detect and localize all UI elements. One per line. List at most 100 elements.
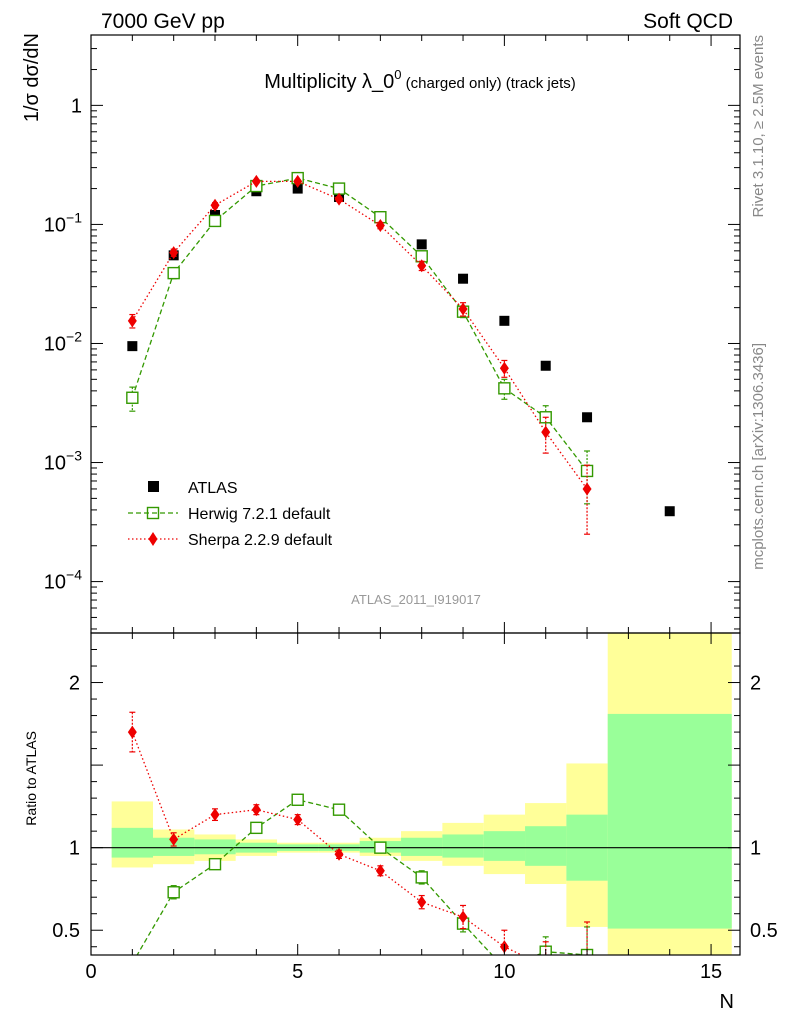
top-y-axis-title: 1/σ dσ/dN (21, 33, 43, 122)
tick-exponent: −2 (66, 328, 82, 344)
header-right-label: Soft QCD (643, 10, 733, 33)
sherpa-ratio-point (210, 808, 220, 822)
analysis-watermark: ATLAS_2011_I919017 (351, 592, 481, 607)
herwig-point (126, 391, 139, 404)
sherpa-point (293, 174, 303, 188)
x-axis-title: N (720, 991, 734, 1013)
inner-band-bin (194, 839, 236, 855)
x-tick-label: 15 (700, 961, 722, 983)
atlas-data-point (292, 183, 303, 194)
rivet-caption: Rivet 3.1.10, ≥ 2.5M events (750, 35, 767, 218)
inner-band-bin (525, 826, 567, 866)
sherpa-line (131, 180, 588, 490)
tick-exponent: −1 (66, 209, 82, 225)
sherpa-point (499, 361, 509, 375)
herwig-ratio-point (291, 793, 304, 806)
sherpa-point (210, 198, 220, 212)
legend-herwig-label: Herwig 7.2.1 default (188, 506, 331, 523)
top-y-tick-label: 10−3 (44, 448, 82, 475)
sherpa-ratio-point (458, 910, 468, 924)
atlas-data-point (540, 360, 551, 371)
inner-band-bin (153, 837, 195, 856)
mcplots-caption: mcplots.cern.ch [arXiv:1306.3436] (750, 343, 767, 570)
inner-band-bin (111, 827, 154, 858)
sherpa-point (582, 482, 592, 496)
inner-band-bin (607, 713, 732, 929)
atlas-data-point (582, 412, 593, 423)
ratio-plot-frame (90, 632, 741, 956)
sherpa-ratio-point (293, 813, 303, 827)
x-tick-label: 5 (292, 961, 303, 983)
legend-atlas-marker (148, 481, 159, 492)
legend: ATLAS Herwig 7.2.1 default Sherpa 2.2.9 … (128, 480, 333, 549)
legend-sherpa-label: Sherpa 2.2.9 default (188, 532, 333, 549)
ratio-y-tick-label-right: 0.5 (750, 920, 778, 942)
sherpa-ratio-point (541, 960, 550, 973)
sherpa-ratio-point (417, 895, 427, 909)
sherpa-ratio-group (127, 711, 592, 978)
top-y-tick-label: 1 (71, 95, 82, 117)
ratio-y-tick-label-right: 1 (750, 838, 761, 860)
plot-title: Multiplicity λ_00 (charged only) (track … (264, 67, 576, 93)
ratio-y-tick-label-left: 1 (69, 838, 80, 860)
atlas-data-point (499, 315, 510, 326)
sherpa-point (334, 192, 344, 206)
legend-herwig-marker (146, 506, 160, 520)
herwig-ratio-line (136, 799, 588, 955)
sherpa-point (417, 259, 427, 273)
sherpa-ratio-point (375, 864, 385, 878)
herwig-top-group (126, 171, 594, 505)
tick-base: 10 (44, 333, 66, 355)
herwig-ratio-point (374, 841, 387, 854)
herwig-point (498, 382, 511, 395)
x-tick-label: 0 (85, 961, 96, 983)
sherpa-point (169, 246, 179, 260)
herwig-point (332, 182, 346, 195)
sherpa-ratio-point (583, 965, 592, 978)
tick-base: 10 (44, 453, 66, 475)
top-y-tick-label: 10−4 (44, 567, 82, 594)
plot-title-tail: (charged only) (track jets) (402, 75, 576, 92)
herwig-ratio-point (250, 821, 263, 835)
ratio-y-tick-label-right: 2 (750, 673, 761, 695)
sherpa-top-group (127, 174, 592, 535)
legend-atlas-label: ATLAS (188, 480, 238, 497)
x-tick-label: 10 (493, 961, 515, 983)
tick-base: 10 (44, 214, 66, 236)
uncertainty-bands (91, 633, 740, 955)
herwig-ratio-point (127, 958, 138, 969)
top-y-tick-label: 10−1 (44, 209, 82, 236)
sherpa-point (127, 314, 137, 328)
ratio-y-tick-label-left: 0.5 (52, 920, 80, 942)
sherpa-point (541, 425, 551, 439)
tick-base: 10 (44, 572, 66, 594)
atlas-data-point (127, 341, 138, 352)
herwig-ratio-point (332, 803, 346, 816)
bottom-y-axis-title: Ratio to ATLAS (23, 731, 39, 826)
legend-sherpa-marker (148, 532, 158, 546)
inner-band-bin (401, 837, 443, 856)
herwig-ratio-point (208, 857, 222, 871)
inner-band-bin (483, 831, 526, 861)
sherpa-point (375, 218, 385, 232)
legend-entry-atlas: ATLAS (148, 480, 238, 497)
sherpa-ratio-point (127, 725, 137, 739)
top-y-tick-label: 10−2 (44, 328, 82, 355)
sherpa-ratio-point (169, 832, 179, 846)
ratio-y-tick-label-left: 2 (69, 673, 80, 695)
herwig-point (208, 214, 222, 228)
sherpa-point (458, 302, 468, 316)
herwig-point (167, 266, 180, 280)
inner-band-bin (442, 834, 484, 858)
plot-title-superscript: 0 (394, 67, 401, 82)
atlas-data-point (416, 239, 427, 250)
sherpa-ratio-point (251, 803, 261, 817)
legend-entry-sherpa: Sherpa 2.2.9 default (128, 532, 333, 549)
sherpa-ratio-line (131, 731, 524, 955)
herwig-line (131, 177, 588, 472)
herwig-ratio-point (167, 886, 180, 899)
plot-title-main: Multiplicity λ_0 (264, 71, 394, 93)
atlas-data-point (458, 273, 469, 284)
tick-exponent: −3 (66, 448, 82, 464)
